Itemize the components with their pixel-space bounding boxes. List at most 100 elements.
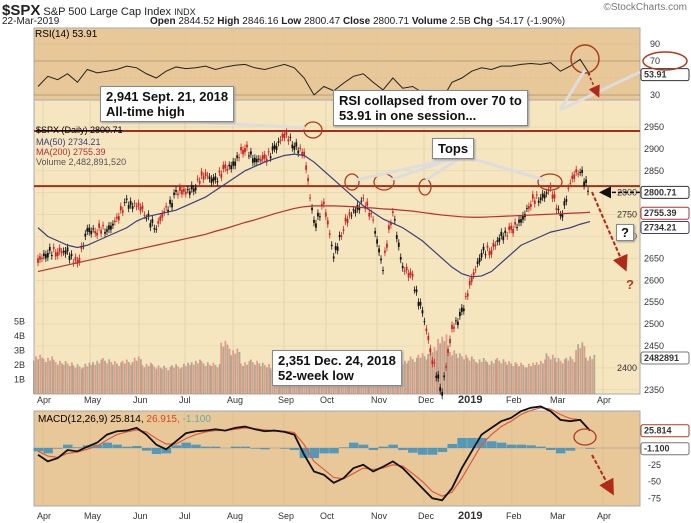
volume-bar: [108, 359, 111, 394]
price-candle: [484, 254, 487, 256]
price-candle: [153, 228, 156, 230]
volume-bar: [180, 367, 183, 394]
price-candle: [198, 180, 201, 184]
annotation-question-red: ?: [626, 277, 634, 292]
price-candle: [271, 146, 274, 151]
price-candle: [224, 164, 227, 169]
price-candle: [131, 206, 134, 209]
price-candle: [395, 235, 398, 239]
rsi-line: [37, 58, 591, 100]
price-candle: [445, 366, 447, 368]
price-candle: [472, 272, 475, 276]
price-candle: [419, 302, 422, 306]
volume-bar: [244, 362, 246, 394]
quote-key: Open: [150, 16, 179, 27]
macd-histogram-bar: [53, 448, 63, 449]
volume-bar: [577, 344, 580, 394]
price-candle: [535, 194, 538, 196]
volume-bar: [86, 366, 89, 394]
macd-histogram-bar: [536, 446, 546, 448]
x-tick-label: Jun: [133, 511, 148, 521]
volume-bar: [220, 342, 223, 394]
quote-key: Chg: [473, 16, 496, 27]
price-candle: [541, 193, 544, 198]
volume-bar: [68, 365, 71, 394]
volume-bar: [470, 356, 473, 394]
volume-bar: [256, 360, 258, 394]
price-candle: [94, 231, 97, 234]
price-candle: [370, 213, 373, 215]
macd-signal-line: [37, 407, 591, 497]
volume-bar: [41, 357, 44, 394]
price-candle: [196, 178, 199, 180]
price-candle: [565, 199, 568, 202]
macd-histogram-bar: [555, 448, 566, 454]
volume-bar: [585, 357, 587, 394]
price-candle: [474, 269, 477, 271]
volume-bar: [413, 361, 416, 394]
volume-bar: [240, 363, 242, 394]
volume-bar: [551, 354, 554, 394]
volume-bar: [537, 364, 540, 394]
price-candle: [92, 228, 95, 230]
volume-bar: [173, 367, 175, 394]
price-candle: [380, 258, 382, 261]
price-candle: [277, 141, 280, 143]
volume-tick-label: 1B: [14, 375, 25, 385]
price-tick-label: 2850: [644, 166, 664, 176]
price-candle: [561, 213, 564, 218]
price-candle: [366, 201, 369, 206]
price-candle: [555, 207, 558, 211]
price-candle: [354, 209, 357, 214]
volume-bar: [135, 360, 138, 394]
price-tick-label: 2750: [617, 210, 637, 220]
price-candle: [141, 205, 144, 209]
volume-bar: [254, 364, 256, 394]
volume-bar: [508, 361, 511, 394]
price-candle: [275, 146, 278, 151]
x-tick-label: 2019: [458, 510, 482, 522]
price-candle: [70, 253, 73, 257]
price-candle: [389, 222, 392, 226]
price-candle: [423, 321, 426, 323]
volume-bar: [80, 368, 83, 394]
price-candle: [587, 190, 589, 192]
macd-legend: MACD(12,26,9) 25.814, 26.915, -1.100: [38, 414, 211, 425]
volume-bar: [500, 363, 503, 394]
price-candle: [46, 253, 49, 258]
price-candle: [407, 273, 410, 278]
price-candle: [476, 261, 479, 265]
volume-bar: [534, 365, 537, 394]
price-candle: [167, 209, 170, 212]
volume-bar: [455, 353, 458, 394]
brand-logo: ©StockCharts.com: [603, 2, 687, 13]
price-candle: [299, 147, 302, 149]
macd-histogram-bar: [279, 448, 290, 449]
callout-pointer: [558, 69, 587, 111]
volume-bar: [118, 365, 120, 394]
macd-histogram-bar: [496, 442, 507, 448]
volume-bar: [151, 364, 154, 394]
macd-histogram-bar: [181, 442, 191, 448]
volume-bar: [35, 356, 37, 394]
x-tick-label: Apr: [37, 395, 51, 405]
volume-bar: [157, 365, 160, 394]
quote-value: 2844.52: [178, 16, 218, 27]
volume-bar: [496, 357, 499, 394]
quote-key: High: [217, 16, 243, 27]
volume-bar: [137, 356, 140, 394]
price-candle: [488, 251, 491, 256]
price-candle: [492, 242, 495, 247]
volume-bar: [187, 362, 189, 394]
macd-histogram-bar: [63, 444, 73, 448]
volume-bar: [72, 365, 75, 394]
rsi-tag: 53.91: [644, 70, 667, 80]
price-candle: [328, 233, 331, 235]
quote-key: Volume: [411, 16, 451, 27]
macd-histogram-bar: [447, 443, 457, 448]
rsi-down-arrow: [587, 72, 600, 98]
macd-histogram-bar: [230, 446, 241, 448]
price-candle: [478, 257, 481, 263]
price-candle: [384, 250, 386, 253]
price-candle: [135, 206, 138, 208]
